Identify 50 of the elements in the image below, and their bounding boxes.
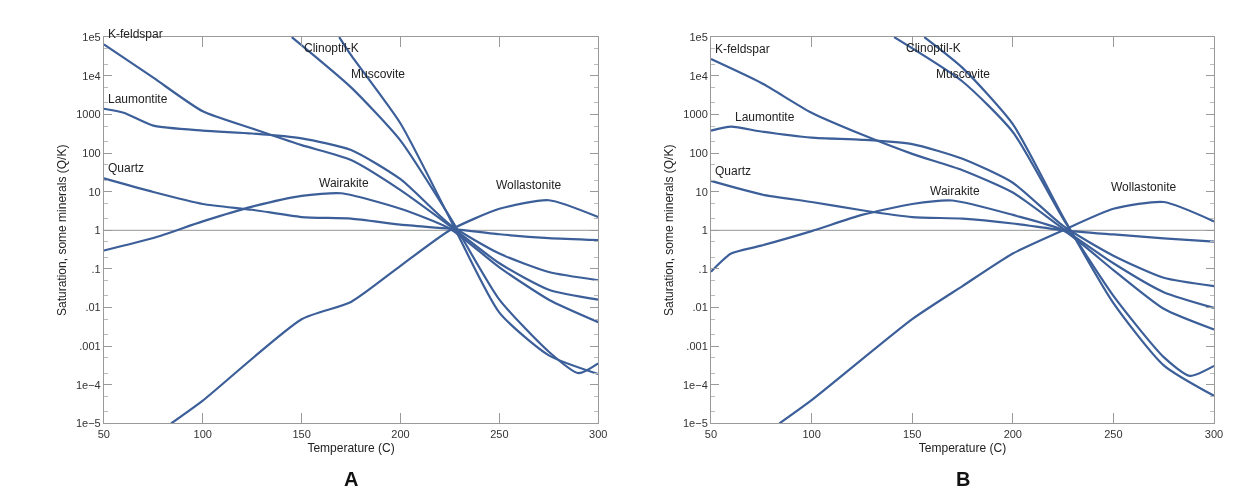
y-axis-title: Saturation, some minerals (Q/K) <box>662 144 677 316</box>
series-label: K-feldspar <box>108 27 163 41</box>
y-tick-label: 1e−5 <box>75 417 101 430</box>
series-label: Wollastonite <box>496 178 562 192</box>
x-tick-label: 300 <box>589 427 608 440</box>
x-tick-label: 150 <box>292 427 311 440</box>
series-label: K-feldspar <box>715 42 770 56</box>
y-tick-label: .01 <box>85 301 101 314</box>
y-tick-label: 100 <box>82 146 101 159</box>
x-tick-label: 250 <box>490 427 509 440</box>
y-tick-label: .01 <box>692 301 708 314</box>
y-tick-label: 1 <box>701 224 708 237</box>
series-label: Laumontite <box>108 92 168 106</box>
y-tick-label: 10 <box>88 185 101 198</box>
y-tick-label: .001 <box>686 340 708 353</box>
series-label: Wairakite <box>319 176 369 190</box>
y-tick-label: 1e−4 <box>75 378 101 391</box>
series-label: Wairakite <box>930 184 980 198</box>
y-tick-label: 1e5 <box>689 30 708 43</box>
x-tick-label: 200 <box>1003 427 1022 440</box>
y-tick-label: 100 <box>689 146 708 159</box>
y-axis-title: Saturation, some minerals (Q/K) <box>55 144 70 316</box>
y-tick-label: .001 <box>79 340 101 353</box>
x-tick-label: 300 <box>1204 427 1224 440</box>
y-tick-label: 1000 <box>76 108 101 121</box>
y-tick-label: 1e−5 <box>683 417 708 430</box>
series-label: Quartz <box>108 161 145 175</box>
x-tick-label: 150 <box>903 427 922 440</box>
x-tick-label: 50 <box>97 427 111 440</box>
x-tick-label: 200 <box>391 427 410 440</box>
text: A <box>344 468 359 490</box>
y-tick-label: 10 <box>695 185 708 198</box>
y-tick-label: .1 <box>91 262 101 275</box>
y-tick-label: 1e4 <box>82 69 101 82</box>
x-tick-label: 100 <box>193 427 212 440</box>
x-tick-label: 250 <box>1104 427 1123 440</box>
x-axis-title: Temperature (C) <box>307 440 395 455</box>
series-label: Wollastonite <box>1111 180 1177 194</box>
x-axis-title: Temperature (C) <box>918 440 1007 455</box>
y-tick-label: 1e4 <box>689 69 708 82</box>
y-tick-label: 1e−4 <box>683 378 708 391</box>
x-tick-label: 100 <box>802 427 821 440</box>
y-tick-label: 1 <box>94 224 101 237</box>
x-tick-label: 50 <box>704 427 718 440</box>
series-label: Laumontite <box>735 110 795 124</box>
text: B <box>956 468 971 490</box>
y-tick-label: .1 <box>698 262 708 275</box>
y-tick-label: 1e5 <box>82 30 101 43</box>
series-label: Quartz <box>715 164 752 178</box>
y-tick-label: 1000 <box>683 108 708 121</box>
